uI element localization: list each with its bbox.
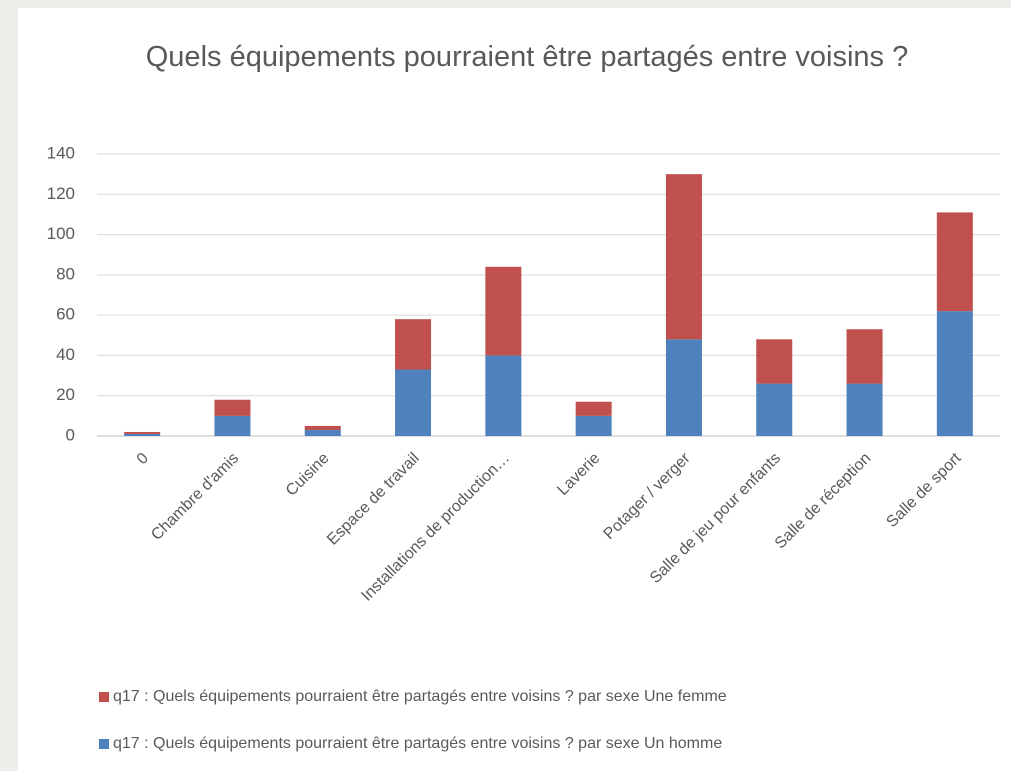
- bar-segment: [665, 174, 702, 340]
- bar-segment: [936, 212, 973, 312]
- bar-segment: [846, 383, 883, 436]
- legend-label: q17 : Quels équipements pourraient être …: [113, 735, 722, 752]
- y-tick-label: 100: [47, 224, 75, 243]
- x-tick-label: Chambre d'amis: [148, 450, 242, 544]
- legend-swatch: [99, 739, 109, 749]
- bar-segment: [756, 339, 793, 384]
- x-tick-label: Espace de travail: [324, 450, 423, 549]
- legend-swatch: [99, 692, 109, 702]
- bar-segment: [936, 311, 973, 436]
- x-tick-label: Cuisine: [283, 450, 333, 500]
- x-tick-label: Salle de réception: [772, 450, 875, 553]
- y-tick-label: 20: [56, 385, 75, 404]
- bar-segment: [214, 415, 251, 436]
- bar-segment: [846, 329, 883, 384]
- x-tick-label: Potager / verger: [601, 449, 695, 543]
- bar-segment: [395, 369, 432, 436]
- bar-segment: [395, 319, 432, 370]
- x-tick-label: Installations de production…: [358, 450, 513, 605]
- y-tick-label: 120: [47, 184, 75, 203]
- y-tick-label: 0: [66, 425, 75, 444]
- y-tick-label: 60: [56, 305, 75, 324]
- bar-segment: [124, 433, 161, 436]
- bar-segment: [214, 399, 251, 416]
- x-tick-label: Laverie: [554, 450, 603, 499]
- bar-segment: [575, 415, 612, 436]
- bar-segment: [575, 401, 612, 416]
- x-tick-label: Salle de sport: [883, 449, 965, 531]
- y-tick-label: 40: [56, 345, 75, 364]
- legend-label: q17 : Quels équipements pourraient être …: [113, 688, 727, 705]
- bar-segment: [756, 383, 793, 436]
- x-tick-label: 0: [134, 450, 152, 468]
- bar-segment: [485, 355, 522, 436]
- bar-segment: [124, 431, 161, 434]
- bar-segment: [304, 429, 341, 436]
- bar-segment: [665, 339, 702, 436]
- y-tick-label: 140: [47, 143, 75, 162]
- chart-title: Quels équipements pourraient être partag…: [145, 41, 909, 73]
- bar-segment: [485, 266, 522, 356]
- bar-segment: [304, 425, 341, 430]
- y-tick-label: 80: [56, 264, 75, 283]
